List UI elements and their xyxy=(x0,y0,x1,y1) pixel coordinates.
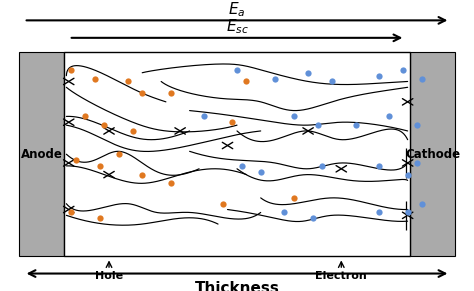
Bar xyxy=(19,52,64,256)
Text: Thickness: Thickness xyxy=(194,281,280,291)
Text: Hole: Hole xyxy=(95,271,123,281)
Bar xyxy=(410,52,455,256)
Text: $E_a$: $E_a$ xyxy=(228,0,246,19)
Text: $E_{sc}$: $E_{sc}$ xyxy=(226,18,248,36)
Bar xyxy=(64,52,410,256)
Text: Electron: Electron xyxy=(315,271,367,281)
Text: Anode: Anode xyxy=(20,148,63,161)
Text: Cathode: Cathode xyxy=(405,148,460,161)
